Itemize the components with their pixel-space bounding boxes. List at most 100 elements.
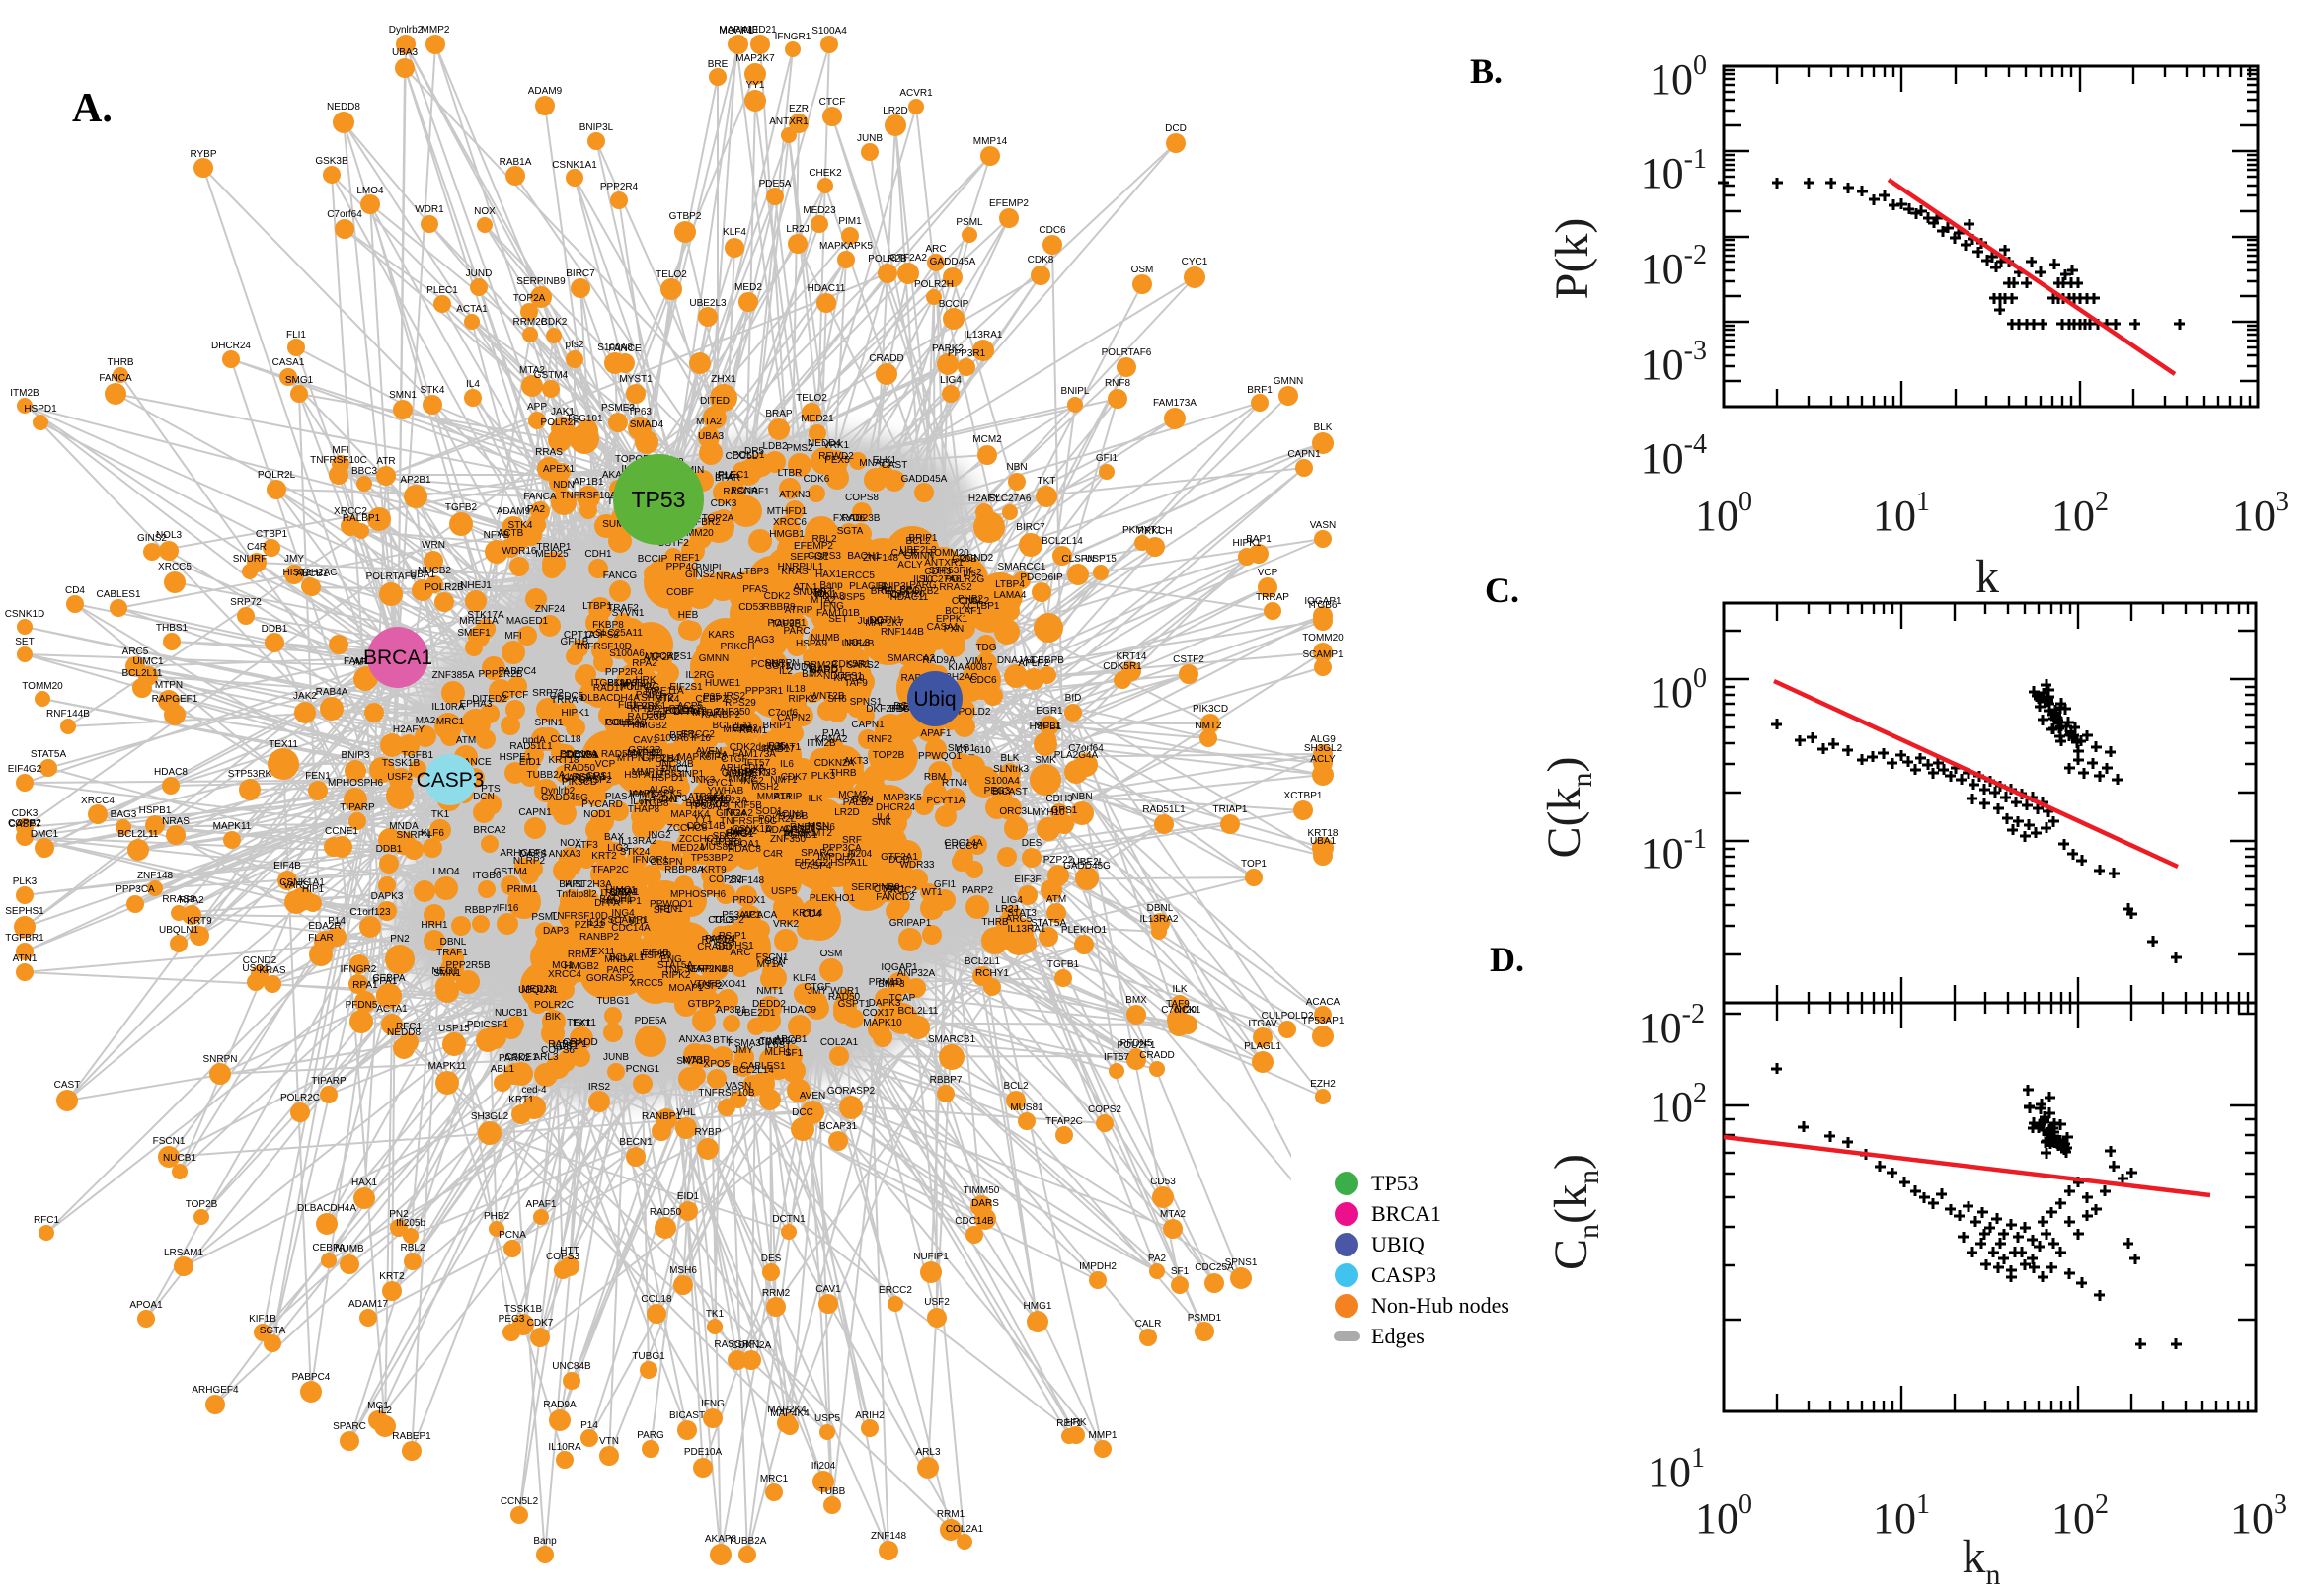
svg-text:RPA2: RPA2 (179, 895, 204, 906)
svg-text:POLR2C: POLR2C (280, 1093, 320, 1103)
svg-text:RAD23B: RAD23B (842, 513, 881, 524)
svg-text:GPS1: GPS1 (586, 771, 613, 782)
svg-text:SERPINB9: SERPINB9 (516, 276, 566, 287)
svg-text:CAPN2: CAPN2 (777, 713, 811, 723)
svg-text:NUMB: NUMB (335, 1244, 364, 1254)
svg-text:GTF2A2: GTF2A2 (716, 808, 753, 819)
svg-text:S100A6: S100A6 (609, 648, 645, 659)
svg-text:PCNG1: PCNG1 (751, 659, 786, 670)
svg-text:ERCC6: ERCC6 (945, 841, 978, 852)
svg-text:CTCF: CTCF (819, 97, 846, 108)
svg-text:GTF2H4: GTF2H4 (642, 753, 680, 764)
svg-text:XRCC5: XRCC5 (630, 978, 663, 989)
svg-text:UBE2L3: UBE2L3 (899, 545, 937, 556)
svg-text:RASGRF1: RASGRF1 (714, 1339, 761, 1350)
svg-text:BCCIP: BCCIP (638, 554, 668, 565)
svg-text:IFNGR1: IFNGR1 (775, 32, 811, 42)
svg-text:103: 103 (2230, 1489, 2287, 1543)
svg-text:MMP1: MMP1 (724, 724, 752, 735)
svg-text:SF3A1: SF3A1 (609, 887, 640, 898)
svg-text:Dynlrb2: Dynlrb2 (389, 25, 424, 36)
svg-text:CD4: CD4 (802, 909, 821, 920)
svg-text:XPO5: XPO5 (704, 1059, 731, 1070)
svg-text:IFI16: IFI16 (497, 903, 519, 914)
svg-text:LDB2: LDB2 (762, 441, 787, 452)
svg-text:C1orf123: C1orf123 (349, 907, 391, 918)
svg-text:HDAC11: HDAC11 (808, 283, 846, 294)
svg-text:BRCA1: BRCA1 (363, 646, 432, 669)
svg-text:UQCRFS1: UQCRFS1 (645, 651, 692, 662)
svg-text:TP53AP1: TP53AP1 (1302, 1016, 1345, 1026)
svg-text:EDA2R: EDA2R (308, 921, 341, 932)
svg-text:DBNL: DBNL (440, 937, 467, 948)
svg-text:CLSPN: CLSPN (1061, 554, 1094, 565)
svg-text:TSSK1B: TSSK1B (504, 1304, 543, 1315)
svg-text:MAP4K4: MAP4K4 (770, 1408, 810, 1419)
svg-text:ARL3: ARL3 (915, 1447, 940, 1458)
svg-text:ARHGEF4: ARHGEF4 (500, 848, 547, 859)
svg-text:ABCB1: ABCB1 (296, 569, 329, 579)
svg-text:CLSPN: CLSPN (650, 857, 682, 868)
svg-text:VASN: VASN (726, 1081, 752, 1092)
svg-text:MRC1: MRC1 (436, 717, 465, 727)
svg-text:THBS1: THBS1 (156, 623, 189, 634)
svg-text:KRT2: KRT2 (591, 851, 617, 862)
svg-text:npdA: npdA (522, 735, 546, 746)
svg-text:DKFZP564: DKFZP564 (866, 704, 915, 715)
svg-text:ITGAV: ITGAV (600, 888, 630, 899)
svg-text:CCN5L2: CCN5L2 (952, 596, 990, 607)
svg-text:CDK5R1: CDK5R1 (831, 659, 871, 670)
svg-text:CCL3: CCL3 (708, 915, 733, 926)
svg-text:WDR1: WDR1 (415, 204, 444, 215)
svg-text:VTN: VTN (599, 1436, 619, 1447)
svg-text:TRIAP1: TRIAP1 (1212, 804, 1247, 815)
svg-text:KRT2: KRT2 (379, 1271, 405, 1282)
svg-text:ZNF385A: ZNF385A (432, 670, 475, 681)
svg-text:C.: C. (1485, 570, 1519, 610)
svg-text:MRE11A: MRE11A (645, 686, 684, 697)
svg-text:S100A4: S100A4 (811, 26, 847, 37)
svg-text:PEG3: PEG3 (984, 786, 1011, 797)
svg-text:PDIA3: PDIA3 (816, 591, 845, 602)
svg-text:HSPA9: HSPA9 (640, 950, 671, 961)
svg-text:PKMYT1: PKMYT1 (1122, 525, 1162, 536)
svg-text:NBN: NBN (1006, 462, 1027, 473)
svg-text:BID: BID (1065, 693, 1082, 704)
svg-text:IQGAP1: IQGAP1 (881, 962, 918, 973)
svg-text:CAST: CAST (54, 1080, 81, 1091)
svg-text:VARS: VARS (283, 880, 310, 891)
svg-text:MAPK8IP3: MAPK8IP3 (678, 752, 727, 763)
svg-text:STAT3: STAT3 (1007, 908, 1037, 919)
svg-text:RABEP1: RABEP1 (548, 1039, 587, 1050)
svg-text:CYC1: CYC1 (1182, 257, 1208, 267)
svg-text:RAD50: RAD50 (650, 1207, 682, 1218)
svg-text:ERCC5: ERCC5 (841, 570, 875, 581)
svg-text:DR5: DR5 (744, 446, 764, 457)
svg-text:XRCC5: XRCC5 (158, 562, 192, 572)
svg-text:ARL3: ARL3 (533, 1052, 558, 1063)
svg-text:Ifi205b: Ifi205b (696, 794, 726, 804)
svg-text:PPP3CA: PPP3CA (116, 884, 155, 895)
svg-text:CDC14B: CDC14B (686, 821, 726, 832)
svg-text:BRAP: BRAP (765, 409, 793, 419)
svg-text:RAD51L1: RAD51L1 (509, 741, 553, 752)
svg-text:GORASP2: GORASP2 (827, 1086, 876, 1097)
svg-text:ALG9: ALG9 (649, 785, 674, 796)
svg-text:DES: DES (761, 1254, 782, 1264)
svg-text:TOMM20: TOMM20 (1302, 633, 1344, 644)
svg-text:CSTF2: CSTF2 (1173, 654, 1204, 665)
svg-text:DMC1: DMC1 (31, 829, 59, 840)
svg-text:HSPE1: HSPE1 (500, 752, 532, 763)
svg-text:ITGB8: ITGB8 (641, 798, 669, 809)
svg-text:SNRPN: SNRPN (764, 658, 799, 669)
svg-text:BRE: BRE (871, 586, 891, 597)
svg-text:NRAS: NRAS (162, 816, 190, 827)
svg-text:NUMB: NUMB (811, 633, 840, 644)
svg-text:KRT10: KRT10 (834, 673, 865, 684)
svg-text:CRADD: CRADD (1139, 1050, 1175, 1061)
svg-text:NHEJ1: NHEJ1 (460, 580, 492, 591)
svg-text:PDCD6IP: PDCD6IP (1020, 572, 1063, 583)
svg-text:PCYT1A: PCYT1A (927, 796, 965, 806)
svg-text:KIF1B: KIF1B (249, 1314, 276, 1325)
svg-text:LRSAM1: LRSAM1 (567, 772, 606, 783)
